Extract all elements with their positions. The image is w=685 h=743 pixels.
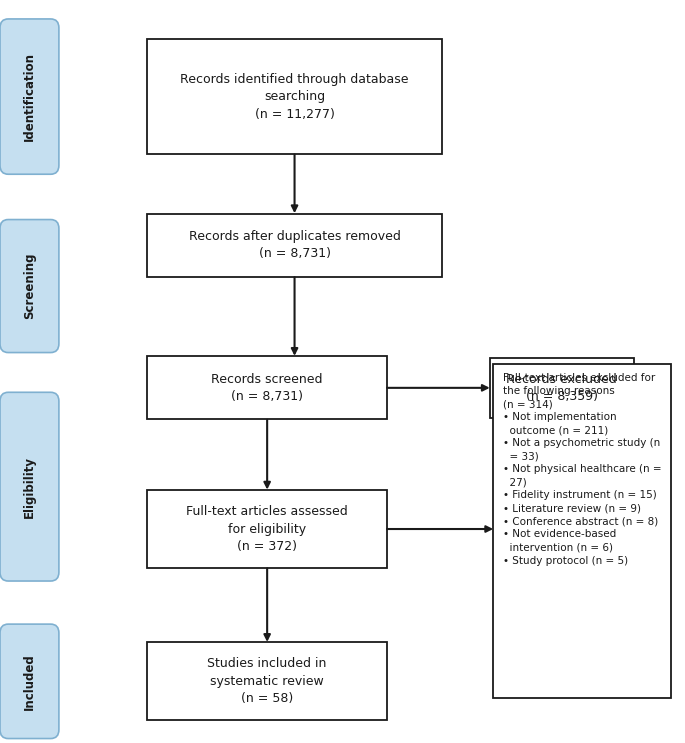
Text: Identification: Identification <box>23 52 36 141</box>
Text: Eligibility: Eligibility <box>23 455 36 518</box>
Text: Full-text articles excluded for
the following reasons
(n = 314)
• Not implementa: Full-text articles excluded for the foll… <box>503 373 662 565</box>
Text: Records after duplicates removed
(n = 8,731): Records after duplicates removed (n = 8,… <box>188 230 401 261</box>
Text: Records excluded
(n = 8,359): Records excluded (n = 8,359) <box>506 372 617 403</box>
Text: Included: Included <box>23 653 36 710</box>
FancyBboxPatch shape <box>0 624 59 739</box>
Text: Full-text articles assessed
for eligibility
(n = 372): Full-text articles assessed for eligibil… <box>186 505 348 553</box>
Bar <box>490 358 634 418</box>
FancyBboxPatch shape <box>0 19 59 175</box>
Bar <box>493 364 671 698</box>
Bar <box>147 642 387 721</box>
Bar <box>147 357 387 419</box>
Bar <box>147 39 442 155</box>
Bar <box>147 214 442 276</box>
Text: Screening: Screening <box>23 253 36 319</box>
Text: Records screened
(n = 8,731): Records screened (n = 8,731) <box>212 372 323 403</box>
Text: Studies included in
systematic review
(n = 58): Studies included in systematic review (n… <box>208 658 327 705</box>
Text: Records identified through database
searching
(n = 11,277): Records identified through database sear… <box>180 73 409 120</box>
FancyBboxPatch shape <box>0 220 59 353</box>
FancyBboxPatch shape <box>0 392 59 581</box>
Bar <box>147 490 387 568</box>
